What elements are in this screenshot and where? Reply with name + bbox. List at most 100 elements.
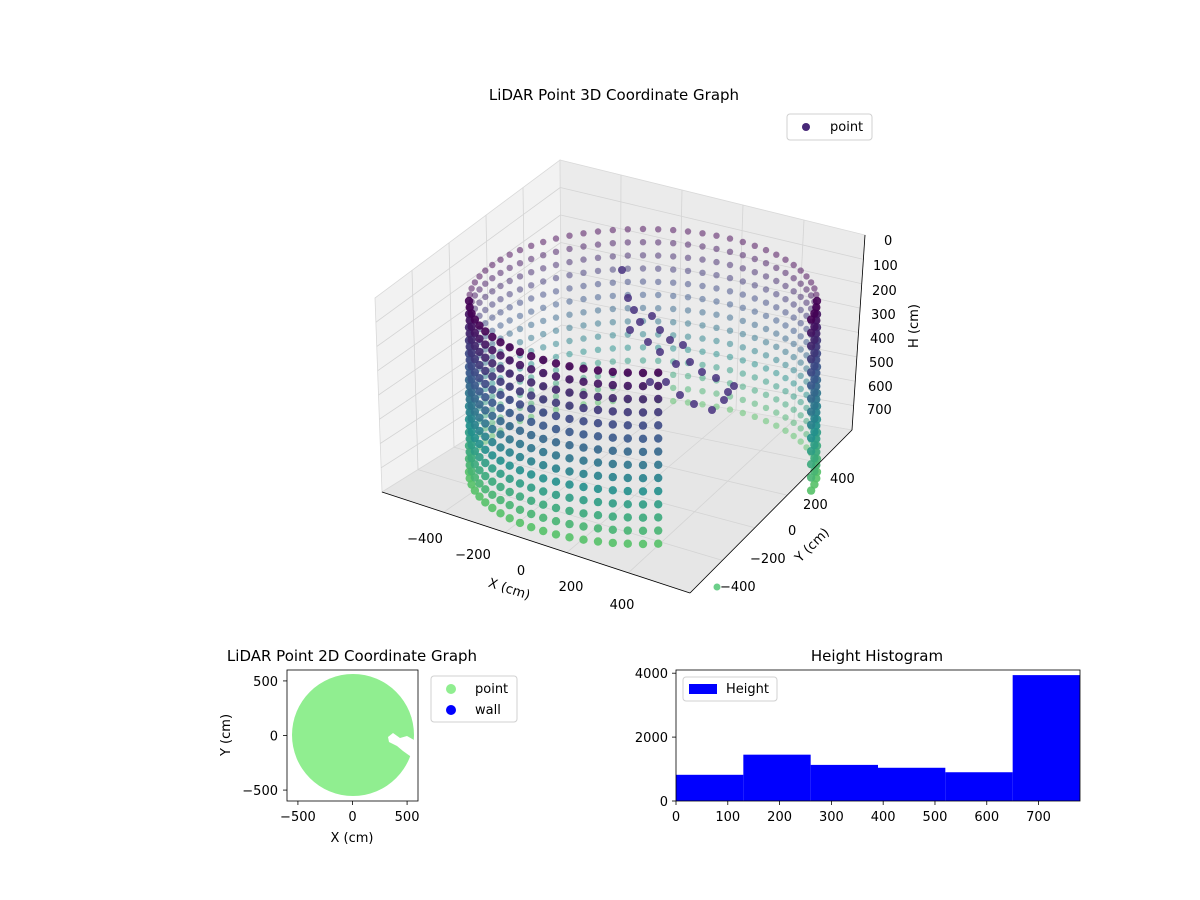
cloud-point [726,274,734,282]
cloud-point [751,400,758,407]
cloud-point [608,420,617,429]
cloud-point [773,304,780,311]
cloud-point [806,460,816,469]
cloud-point [751,321,758,328]
cloud-point [609,266,616,273]
cloud-point [552,235,560,242]
cloud-point [565,414,574,424]
cloud-point [594,267,602,275]
cloud-point [713,258,720,266]
cloud-point [638,474,648,483]
cloud-point [552,340,560,348]
cloud-point [751,295,758,302]
cloud-point [797,398,804,406]
cloud-point [580,282,587,290]
cloud-point [623,473,632,483]
cloud-point [489,380,496,387]
cloud-point [482,293,489,301]
cloud-point [516,286,524,293]
cloud-point [790,367,797,374]
cloud-point [782,427,789,434]
cloud-point [539,395,548,404]
cloud-point [739,383,746,390]
cloud-point [790,419,797,426]
cloud-point [481,471,490,481]
cloud-point [624,305,631,312]
cloud-point [790,340,797,348]
cloud-point [515,439,525,449]
cloud-point [670,253,677,260]
cloud-point [580,348,587,355]
cloud-point [812,296,822,306]
cloud-point [565,441,574,450]
cloud-point [797,320,804,327]
cloud-point [806,354,816,364]
cloud-point [515,518,525,528]
cloud-point [505,422,514,431]
cloud-point [552,301,560,308]
cloud-point [579,430,588,439]
cloud-point [489,393,496,400]
cloud-point [540,344,547,351]
cloud-point [782,322,789,329]
cloud-point [739,317,746,325]
cluster-point [730,382,738,390]
cloud-point [515,505,525,514]
cloud-point [579,403,588,413]
cloud-point [566,298,573,305]
cloud-point [670,279,677,286]
cloud-point [496,390,505,400]
cloud-point [579,482,588,492]
cloud-point [551,503,561,513]
cloud-point [654,394,663,404]
cloud-point [713,232,720,239]
cloud-point [470,381,480,390]
cloud-point [594,372,602,380]
cloud-point [790,261,797,269]
cloud-point [566,245,573,253]
cloud-point [713,272,720,279]
cloud-point [488,372,497,381]
cloud-point [623,486,632,496]
cloud-point [551,490,561,500]
cloud-point [806,473,816,482]
x-tick-label: −400 [407,532,443,547]
cloud-point [481,393,490,402]
cloud-point [797,359,804,366]
cloud-point [539,461,548,470]
cluster-point [690,400,698,408]
cloud-point [579,509,588,518]
grid-line [525,402,820,463]
cloud-point [654,539,663,548]
cloud-point [496,338,505,347]
cloud-point [552,314,560,321]
cloud-point [655,239,662,246]
cloud-point [505,474,514,483]
cloud-point [565,493,574,502]
cloud-point [739,330,746,338]
cloud-point [654,421,663,430]
cloud-point [475,479,484,488]
cloud-point [654,408,663,417]
cloud-point [684,333,692,340]
cloud-point [565,467,574,476]
cloud-point [608,525,617,534]
cloud-point [654,447,663,456]
cloud-point [609,292,616,300]
cloud-point [608,380,617,390]
cloud-point [684,372,692,380]
cloud-point [797,333,804,340]
cloud-point [751,413,758,420]
y-axis-label: Y (cm) [792,525,833,566]
cloud-point [551,517,561,526]
cloud-point [527,391,536,400]
cloud-point [762,404,770,412]
cloud-point [655,278,662,286]
legend-point-marker [446,684,456,694]
cloud-point [782,414,789,421]
y-tick-label: 200 [803,498,828,513]
y-tick-label: 0 [660,795,668,810]
cloud-point [593,392,603,402]
cloud-point [481,458,490,468]
cloud-point [506,291,513,298]
